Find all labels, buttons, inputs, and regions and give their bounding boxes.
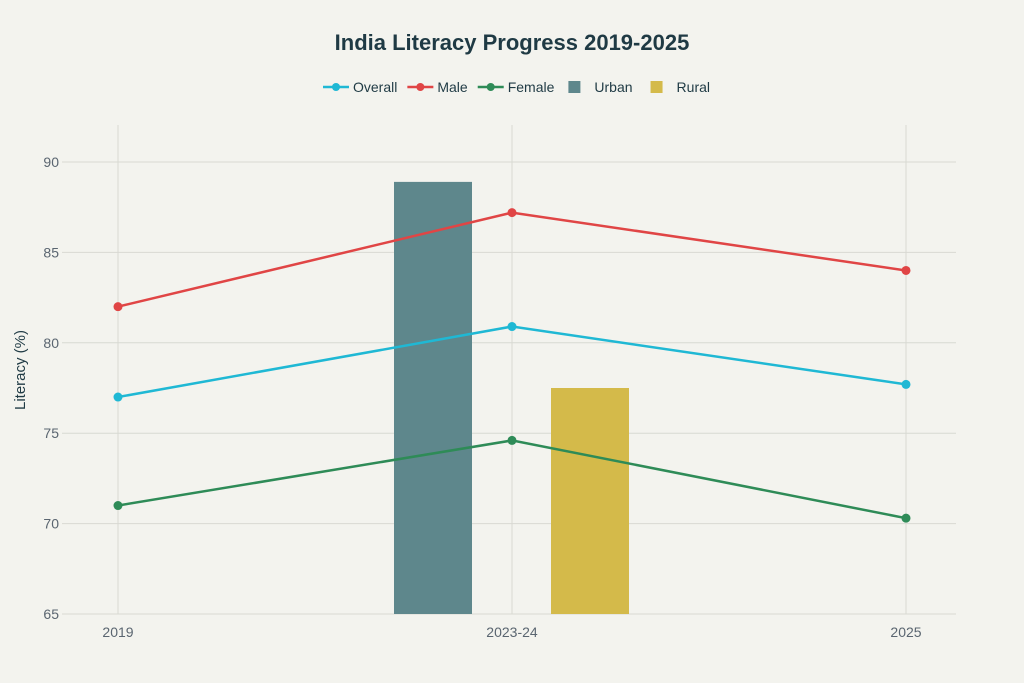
y-tick-label: 70 <box>43 516 59 532</box>
bar-urban <box>394 181 472 614</box>
point-female <box>901 513 911 523</box>
axis-ticks: 65 70 75 80 85 90 2019 2023-24 2025 <box>43 154 921 640</box>
point-male <box>113 302 123 312</box>
y-tick-label: 65 <box>43 606 59 622</box>
x-tick-label: 2019 <box>102 624 133 640</box>
point-female <box>113 501 123 511</box>
bars <box>394 181 629 614</box>
lines <box>113 208 911 523</box>
point-male <box>507 208 517 218</box>
y-tick-label: 80 <box>43 335 59 351</box>
legend-marker-overall <box>332 83 340 91</box>
point-female <box>507 435 517 445</box>
point-overall <box>507 322 517 332</box>
point-overall <box>901 379 911 389</box>
x-tick-label: 2023-24 <box>486 624 538 640</box>
point-overall <box>113 392 123 402</box>
legend-swatch-rural <box>650 81 663 93</box>
legend-marker-male <box>416 83 425 91</box>
bar-rural <box>551 388 629 614</box>
point-male <box>901 265 911 275</box>
legend-label-urban: Urban <box>594 79 632 95</box>
y-tick-label: 85 <box>43 244 59 260</box>
legend-label-overall: Overall <box>353 79 397 95</box>
legend: Overall Male Female Urban Rural <box>323 79 710 95</box>
y-tick-label: 90 <box>43 154 59 170</box>
legend-label-female: Female <box>508 79 555 95</box>
x-tick-label: 2025 <box>890 624 921 640</box>
y-tick-label: 75 <box>43 425 59 441</box>
chart-title: India Literacy Progress 2019-2025 <box>335 30 690 55</box>
legend-label-male: Male <box>437 79 468 95</box>
y-axis-label: Literacy (%) <box>12 330 29 410</box>
legend-label-rural: Rural <box>677 79 710 95</box>
legend-marker-female <box>486 83 495 91</box>
legend-swatch-urban <box>568 81 581 93</box>
grid <box>62 125 956 615</box>
